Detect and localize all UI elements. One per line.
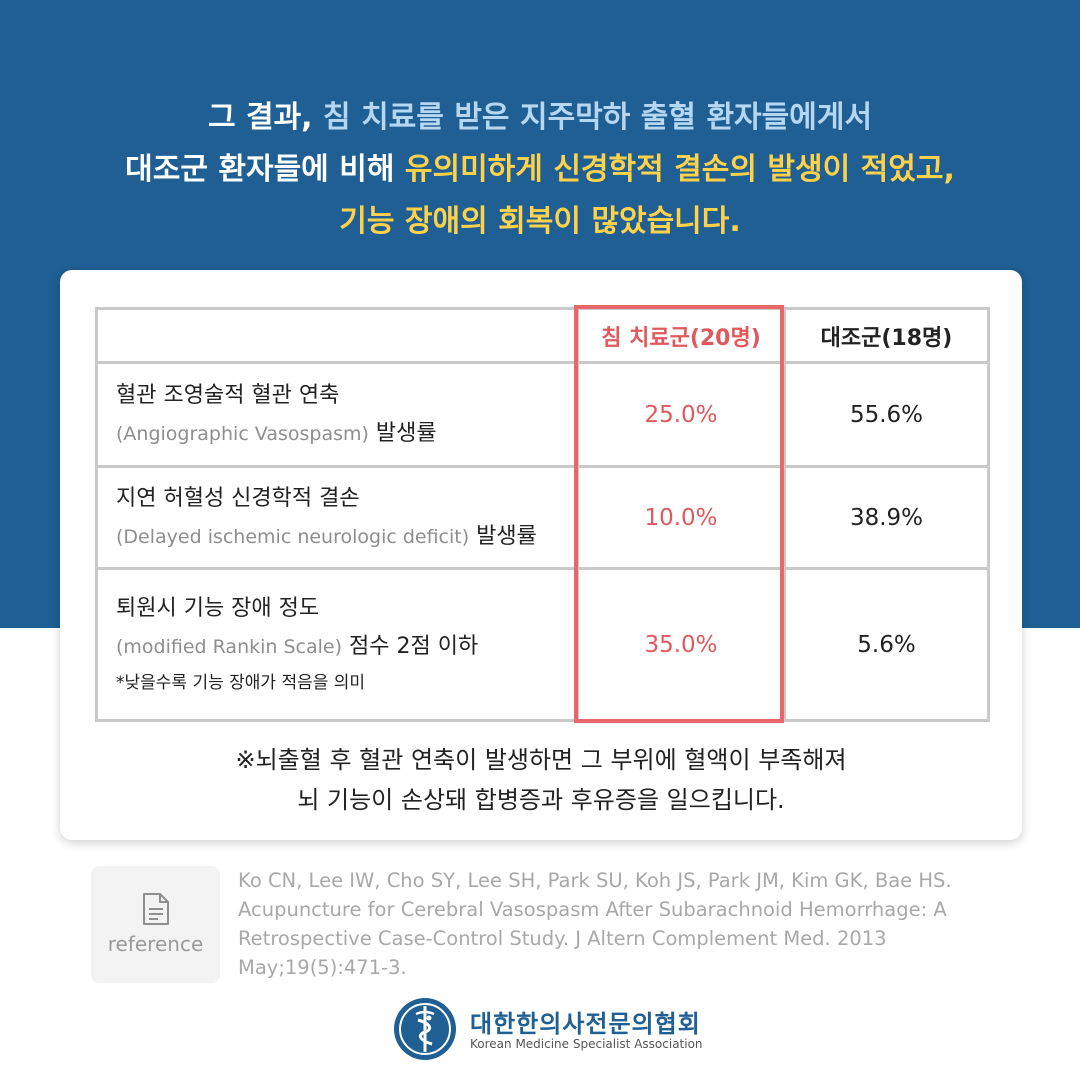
header-empty-cell	[95, 307, 579, 364]
headline-line-3: 기능 장애의 회복이 많았습니다.	[0, 196, 1080, 248]
table-row: 지연 허혈성 신경학적 결손 (Delayed ischemic neurolo…	[95, 465, 990, 570]
association-name-en: Korean Medicine Specialist Association	[470, 1037, 703, 1051]
reference-label: reference	[107, 932, 204, 956]
row-label: 퇴원시 기능 장애 정도 (modified Rankin Scale) 점수 …	[95, 567, 579, 722]
row-label-en: (Angiographic Vasospasm)	[116, 422, 369, 445]
footnote-line-2: 뇌 기능이 손상돼 합병증과 후유증을 일으킵니다.	[297, 786, 785, 814]
reference-badge: reference	[91, 866, 220, 983]
citation-text: Ko CN, Lee IW, Cho SY, Lee SH, Park SU, …	[238, 869, 952, 979]
headline-text: 대조군 환자들에 비해	[125, 152, 405, 187]
row-label: 지연 허혈성 신경학적 결손 (Delayed ischemic neurolo…	[95, 465, 579, 570]
control-value: 5.6%	[783, 567, 990, 722]
row-label-ko: 혈관 조영술적 혈관 연축	[116, 382, 340, 408]
row-label-ko: 퇴원시 기능 장애 정도	[116, 595, 320, 621]
table-row: 퇴원시 기능 장애 정도 (modified Rankin Scale) 점수 …	[95, 567, 990, 722]
result-card: 침 치료군(20명) 대조군(18명) 혈관 조영술적 혈관 연축 (Angio…	[60, 270, 1022, 840]
row-label-sub: (Delayed ischemic neurologic deficit) 발생…	[116, 518, 576, 556]
row-label-en: (Delayed ischemic neurologic deficit)	[116, 525, 470, 548]
headline-highlight-blue: 침 치료를 받은 지주막하 출혈 환자들에게서	[323, 100, 873, 135]
row-label-suffix: 점수 2점 이하	[342, 633, 479, 659]
headline-text: 그 결과,	[207, 100, 324, 135]
row-label-sub: (Angiographic Vasospasm) 발생률	[116, 415, 576, 453]
table-row: 혈관 조영술적 혈관 연축 (Angiographic Vasospasm) 발…	[95, 361, 990, 468]
row-label: 혈관 조영술적 혈관 연축 (Angiographic Vasospasm) 발…	[95, 361, 579, 468]
table-header-row: 침 치료군(20명) 대조군(18명)	[95, 307, 990, 364]
footnote: ※뇌출혈 후 혈관 연축이 발생하면 그 부위에 혈액이 부족해져 뇌 기능이 …	[60, 740, 1022, 820]
row-label-ko: 지연 허혈성 신경학적 결손	[116, 485, 360, 511]
document-icon	[143, 893, 169, 925]
header-control-group: 대조군(18명)	[783, 307, 990, 364]
row-label-suffix: 발생률	[368, 420, 437, 446]
acupuncture-value: 35.0%	[576, 567, 786, 722]
row-label-suffix: 발생률	[469, 523, 537, 549]
control-value: 38.9%	[783, 465, 990, 570]
row-note: *낮을수록 기능 장애가 적음을 의미	[116, 672, 366, 693]
acupuncture-value: 10.0%	[576, 465, 786, 570]
headline-highlight-yellow: 유의미하게 신경학적 결손의 발생이 적었고,	[404, 152, 955, 187]
headline: 그 결과, 침 치료를 받은 지주막하 출혈 환자들에게서 대조군 환자들에 비…	[0, 92, 1080, 248]
association-name-ko: 대한한의사전문의협회	[470, 1010, 701, 1038]
acupuncture-value: 25.0%	[576, 361, 786, 468]
headline-highlight-yellow: 기능 장애의 회복이 많았습니다.	[339, 204, 741, 239]
headline-line-2: 대조군 환자들에 비해 유의미하게 신경학적 결손의 발생이 적었고,	[0, 144, 1080, 196]
result-table: 침 치료군(20명) 대조군(18명) 혈관 조영술적 혈관 연축 (Angio…	[95, 307, 990, 722]
caduceus-icon	[394, 998, 456, 1060]
control-value: 55.6%	[783, 361, 990, 468]
footnote-line-1: ※뇌출혈 후 혈관 연축이 발생하면 그 부위에 혈액이 부족해져	[235, 746, 847, 774]
row-label-sub: (modified Rankin Scale) 점수 2점 이하	[116, 628, 576, 666]
row-label-en: (modified Rankin Scale)	[116, 635, 343, 658]
header-acupuncture-group: 침 치료군(20명)	[576, 307, 786, 364]
headline-line-1: 그 결과, 침 치료를 받은 지주막하 출혈 환자들에게서	[0, 92, 1080, 144]
